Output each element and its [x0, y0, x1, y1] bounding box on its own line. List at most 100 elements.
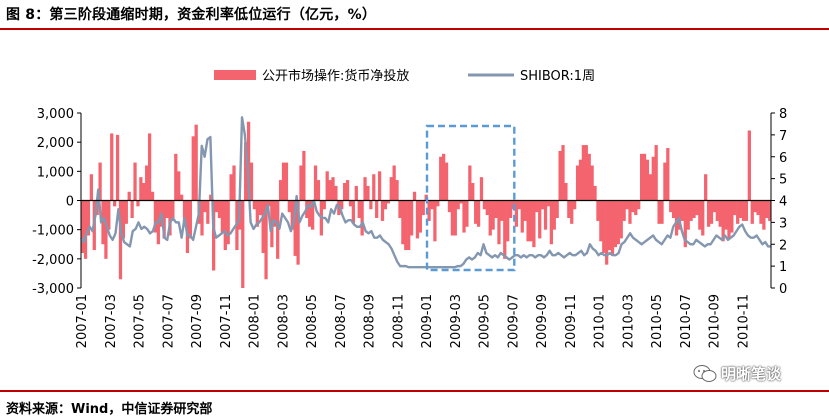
right-tick-label: 4 — [779, 195, 787, 210]
x-tick-label: 2008-11 — [391, 294, 406, 348]
bar-mark — [360, 200, 364, 236]
bar-mark — [226, 200, 230, 245]
bar-mark — [421, 200, 425, 216]
bar-mark — [276, 200, 280, 259]
bar-mark — [669, 200, 673, 213]
bar-mark — [252, 200, 257, 210]
bar-mark — [698, 200, 702, 230]
bar-mark — [500, 200, 504, 221]
bar-mark — [479, 177, 484, 201]
bar-mark — [115, 134, 120, 201]
bar-mark — [610, 200, 615, 256]
bar-mark — [453, 200, 457, 236]
bar-mark — [389, 177, 393, 201]
bar-mark — [494, 200, 498, 218]
bar-mark — [427, 200, 431, 221]
bar-mark — [765, 200, 769, 218]
title-divider — [0, 28, 829, 30]
bar-mark — [639, 153, 644, 201]
bar-mark — [622, 200, 626, 221]
right-axis-ticks: 8 7 6 5 4 3 2 1 0 — [771, 107, 787, 297]
bar-mark — [322, 200, 326, 210]
bar-mark — [179, 194, 184, 201]
legend-label-line: SHIBOR:1周 — [520, 69, 595, 84]
bar-mark — [704, 174, 708, 201]
x-tick-label: 2007-03 — [104, 294, 119, 348]
x-tick-label: 2009-09 — [535, 294, 550, 348]
bar-mark — [418, 200, 422, 233]
bar-mark — [564, 183, 568, 201]
bar-mark — [503, 200, 507, 259]
left-tick-label: -3,000 — [32, 282, 74, 297]
x-tick-label: 2007-07 — [161, 294, 176, 348]
bar-mark — [750, 200, 754, 224]
bar-mark — [98, 162, 102, 201]
x-tick-label: 2009-07 — [506, 294, 521, 348]
wechat-icon — [693, 364, 717, 382]
bar-mark — [605, 200, 609, 265]
bar-mark — [241, 200, 245, 288]
bar-mark — [712, 200, 717, 213]
x-tick-label: 2008-01 — [248, 294, 263, 348]
bar-mark — [345, 180, 350, 201]
x-tick-label: 2007-11 — [219, 294, 234, 348]
bar-mark — [142, 183, 146, 201]
chart-title: 图 8：第三阶段通缩时期，资金利率低位运行（亿元，%） — [6, 7, 377, 23]
bar-mark — [674, 200, 679, 236]
bar-mark — [613, 200, 618, 248]
x-axis-ticks: 2007-01 2007-03 2007-05 2007-07 2007-09 2007-… — [75, 294, 751, 348]
bar-mark — [81, 200, 85, 253]
bar-mark — [590, 165, 594, 201]
bar-mark — [625, 200, 629, 210]
bar-mark — [706, 200, 711, 227]
bar-mark — [308, 200, 312, 227]
bar-mark — [520, 200, 524, 233]
x-tick-label: 2009-01 — [420, 294, 435, 348]
legend: 公开市场操作:货币净投放 SHIBOR:1周 — [214, 68, 595, 84]
bar-mark — [343, 183, 347, 201]
bar-mark — [744, 200, 749, 221]
bar-mark — [657, 200, 661, 224]
chart-svg: 公开市场操作:货币净投放 SHIBOR:1周 3,000 2,000 1,000 0 -… — [32, 68, 787, 348]
bar-mark — [182, 200, 187, 227]
bar-mark — [573, 200, 577, 210]
bar-mark — [267, 200, 271, 207]
bar-mark — [596, 200, 600, 221]
bar-mark — [459, 200, 463, 204]
bar-mark — [465, 200, 469, 227]
right-tick-label: 0 — [779, 282, 787, 297]
bar-mark — [110, 133, 114, 201]
bar-mark — [313, 165, 318, 201]
bar-mark — [331, 177, 335, 201]
bar-mark — [514, 200, 519, 227]
bar-mark — [439, 156, 443, 201]
bar-mark — [538, 200, 542, 239]
bar-mark — [683, 200, 687, 248]
bar-mark — [733, 200, 737, 216]
bar-mark — [645, 159, 650, 201]
bar-mark — [506, 200, 510, 242]
bar-mark — [127, 191, 131, 201]
bar-mark — [287, 200, 291, 213]
bar-mark — [549, 200, 553, 245]
bar-mark — [567, 200, 571, 218]
bar-mark — [209, 194, 213, 201]
bar-mark — [689, 200, 693, 221]
bar-mark — [302, 150, 306, 201]
bar-mark — [532, 200, 536, 248]
bar-mark — [83, 200, 88, 259]
x-tick-label: 2009-11 — [564, 294, 579, 348]
bar-mark — [86, 200, 91, 236]
bar-mark — [753, 200, 757, 213]
bar-mark — [584, 145, 588, 201]
bar-mark — [631, 200, 635, 213]
bar-mark — [363, 177, 367, 201]
bar-mark — [200, 200, 204, 236]
bar-mark — [203, 200, 207, 213]
bar-mark — [599, 200, 603, 242]
bar-mark — [191, 136, 195, 201]
bar-mark — [281, 162, 286, 201]
bar-mark — [124, 200, 128, 224]
legend-label-bars: 公开市场操作:货币净投放 — [262, 68, 409, 84]
bar-mark — [171, 200, 175, 221]
